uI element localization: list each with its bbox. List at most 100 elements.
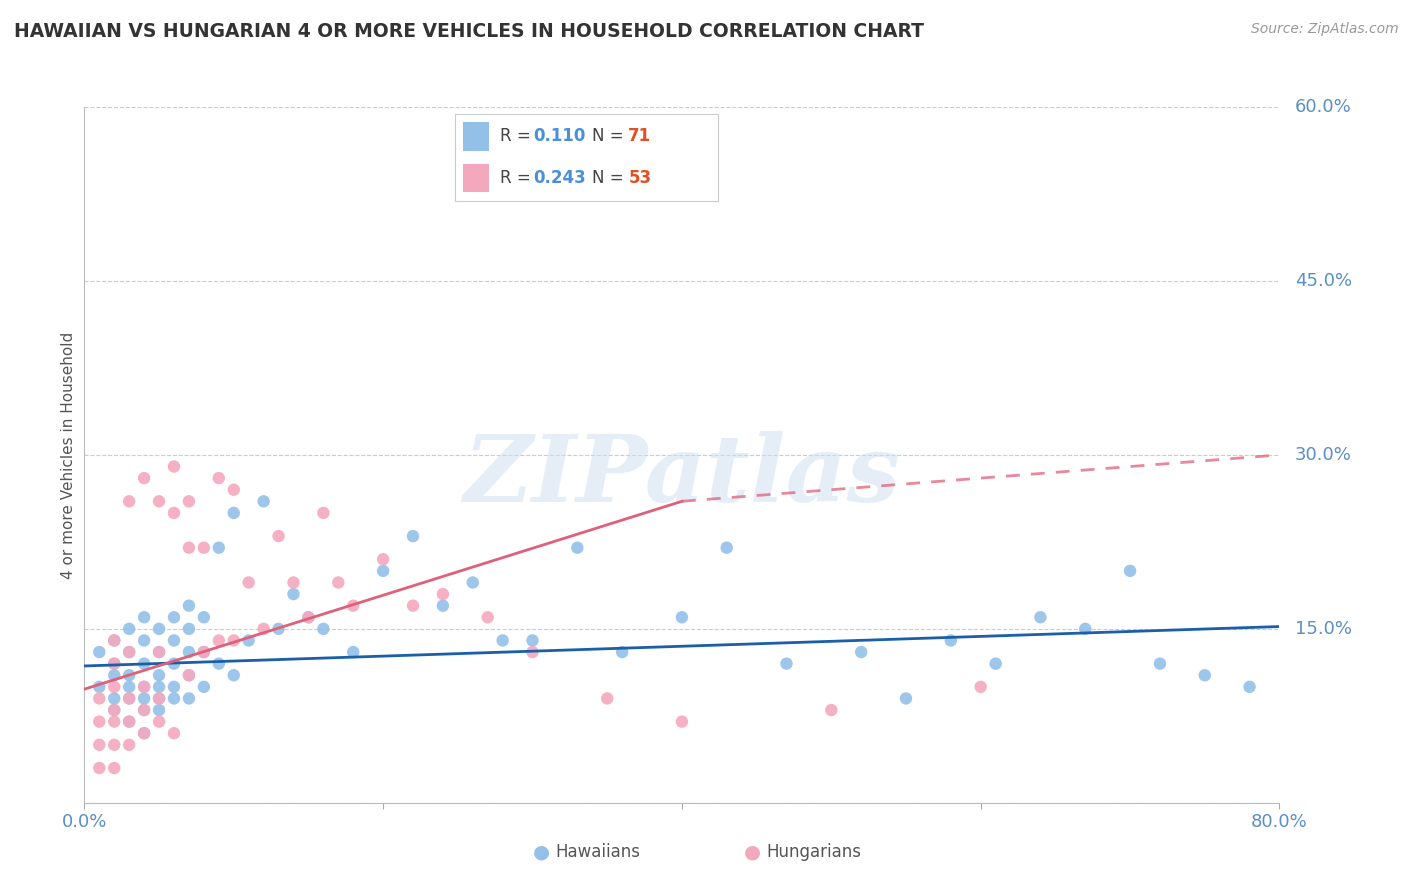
Point (177, 668, 200, 682)
Point (103, 668, 125, 682)
Point (132, 703, 156, 717)
Point (163, 459, 186, 474)
Point (177, 599, 200, 613)
Point (522, 645, 544, 659)
Point (775, 657, 797, 671)
Point (297, 610, 319, 624)
Point (238, 575, 260, 590)
Point (193, 645, 215, 659)
Point (118, 714, 141, 729)
Text: ●: ● (744, 842, 761, 862)
Point (222, 633, 245, 648)
Point (118, 691, 141, 706)
Point (118, 738, 141, 752)
Text: 30.0%: 30.0% (1295, 446, 1353, 464)
Text: ●: ● (533, 842, 550, 862)
Point (132, 680, 156, 694)
Point (1239, 680, 1261, 694)
Point (193, 541, 215, 555)
Point (132, 691, 156, 706)
Point (222, 483, 245, 497)
Point (222, 668, 245, 682)
Point (610, 645, 633, 659)
Point (132, 633, 156, 648)
Point (193, 610, 215, 624)
Point (163, 680, 186, 694)
Point (208, 633, 231, 648)
Point (1074, 622, 1097, 636)
Point (177, 645, 200, 659)
Point (118, 691, 141, 706)
Point (716, 541, 738, 555)
Point (567, 541, 589, 555)
Point (177, 541, 200, 555)
Point (163, 726, 186, 740)
Point (89, 738, 111, 752)
Point (312, 622, 335, 636)
Text: HAWAIIAN VS HUNGARIAN 4 OR MORE VEHICLES IN HOUSEHOLD CORRELATION CHART: HAWAIIAN VS HUNGARIAN 4 OR MORE VEHICLES… (14, 22, 924, 41)
Point (132, 680, 156, 694)
Point (849, 645, 872, 659)
Point (193, 680, 215, 694)
Point (103, 703, 125, 717)
Point (103, 691, 125, 706)
Point (163, 610, 186, 624)
Text: Hawaiians: Hawaiians (555, 843, 640, 861)
Point (148, 680, 170, 694)
Point (103, 657, 125, 671)
Point (118, 668, 141, 682)
Point (939, 633, 962, 648)
Point (984, 657, 1007, 671)
Point (402, 529, 425, 543)
Point (89, 714, 111, 729)
Point (132, 610, 156, 624)
Text: Hungarians: Hungarians (766, 843, 862, 861)
Point (132, 471, 156, 485)
Point (118, 622, 141, 636)
Point (148, 691, 170, 706)
Point (371, 564, 394, 578)
Point (163, 633, 186, 648)
Point (148, 714, 170, 729)
Point (894, 691, 917, 706)
Point (238, 633, 260, 648)
Point (177, 691, 200, 706)
Point (671, 714, 693, 729)
Text: 15.0%: 15.0% (1295, 620, 1353, 638)
Point (283, 575, 305, 590)
Point (89, 680, 111, 694)
Point (118, 680, 141, 694)
Point (267, 529, 290, 543)
Point (492, 633, 515, 648)
Point (671, 610, 693, 624)
Point (267, 622, 290, 636)
Text: Source: ZipAtlas.com: Source: ZipAtlas.com (1251, 22, 1399, 37)
Point (118, 494, 141, 508)
Point (103, 633, 125, 648)
Point (132, 726, 156, 740)
Point (432, 599, 454, 613)
Point (193, 645, 215, 659)
Point (89, 691, 111, 706)
Point (132, 726, 156, 740)
Point (103, 738, 125, 752)
Point (1194, 668, 1216, 682)
Point (148, 622, 170, 636)
Point (103, 657, 125, 671)
Point (596, 691, 619, 706)
Point (283, 587, 305, 601)
Point (177, 622, 200, 636)
Point (522, 633, 544, 648)
Point (89, 645, 111, 659)
Point (371, 552, 394, 566)
Point (208, 471, 231, 485)
Point (177, 668, 200, 682)
Point (328, 575, 350, 590)
Point (163, 506, 186, 520)
Point (103, 703, 125, 717)
Point (820, 703, 842, 717)
Text: 45.0%: 45.0% (1295, 272, 1353, 290)
Point (163, 657, 186, 671)
Point (208, 541, 231, 555)
Point (132, 657, 156, 671)
